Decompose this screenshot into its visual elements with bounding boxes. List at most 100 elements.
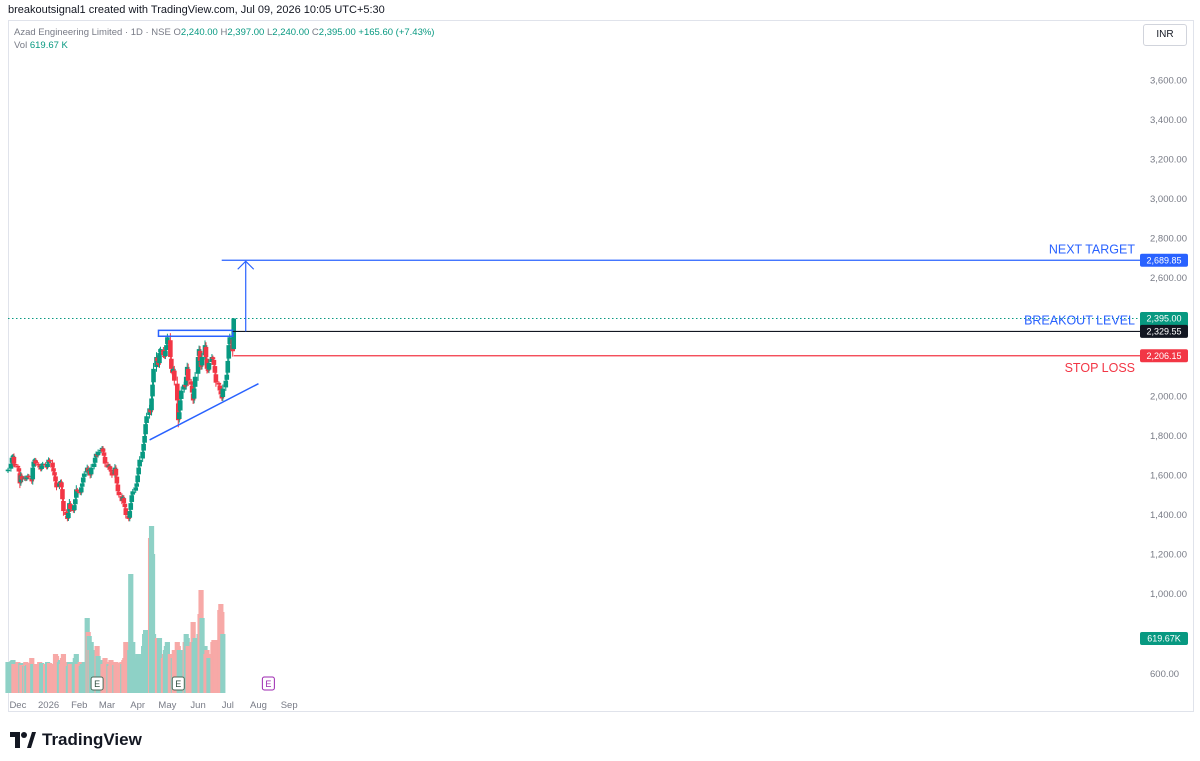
close-label: C [311,27,319,38]
candle-body [91,463,97,468]
candle-body [213,374,219,383]
candle-body [157,353,162,364]
candle-body [58,481,63,484]
open-value: 2,240.00 [180,27,218,38]
candle-body [109,472,115,476]
currency-button[interactable]: INR [1143,24,1187,46]
x-tick-label: Jun [190,700,205,711]
volume-bar [149,554,156,693]
volume-bar [178,658,184,693]
volume-bar [116,666,122,693]
candle-body [174,383,180,401]
chart-pane[interactable] [8,20,1194,712]
x-tick-label: Sep [281,700,298,711]
x-tick-label: Jul [222,700,234,711]
x-tick-label: May [158,700,176,711]
volume-bar [88,642,94,693]
volume-bar [33,664,39,693]
candle-body [178,390,184,399]
candle-body [81,473,87,477]
volume-bar [130,642,136,693]
candle-body [60,489,65,500]
candle-body [185,368,191,381]
candle-body [137,459,142,467]
x-tick-label: Dec [9,700,26,711]
target-price-tag-text: 2,689.85 [1146,255,1181,265]
candle-body [141,443,146,451]
candle-body [176,412,182,420]
candle-body [31,461,37,467]
candle-body [108,469,114,472]
candle-body [177,400,183,411]
volume-value: 619.67 K [29,40,68,51]
candle-body [74,489,79,498]
earnings-badge [90,676,104,691]
candle-body [10,455,16,458]
candle-body [191,388,197,399]
candle-body [5,469,11,472]
breakout-level-label: BREAKOUT LEVEL [1024,313,1135,327]
x-tick-label: Mar [99,700,115,711]
close-value: 2,395.00 [318,27,356,38]
stop-loss-label: STOP LOSS [1065,361,1135,375]
ohlc-line: Azad Engineering Limited · 1D · NSE O2,2… [14,26,434,39]
volume-bar [128,574,134,693]
candle-body [216,382,222,385]
breakout-price-tag-text: 2,329.55 [1146,326,1181,336]
volume-bar [95,656,101,693]
volume-bar [102,658,108,693]
candle-body [30,467,36,480]
y-tick-label: 3,600.00 [1150,76,1187,87]
y-tick-label: 1,200.00 [1150,550,1187,561]
volume-bar [26,663,32,693]
candle-body [158,349,163,353]
candle-body [72,505,77,511]
stop-price-tag-text: 2,206.15 [1146,351,1181,361]
candle-body [203,346,209,357]
volume-tag-text: 619.67K [1147,634,1181,644]
candle-body [225,360,231,373]
volume-bar [144,638,150,693]
high-value: 2,397.00 [227,27,265,38]
candle-body [143,424,148,435]
tradingview-logo[interactable]: TradingView [10,730,142,750]
candle-body [168,340,173,357]
candle-body [172,370,177,381]
candle-body [164,345,169,351]
volume-bar [192,638,198,693]
open-label: O [173,27,181,38]
candle-body [227,337,233,344]
tradingview-brand: TradingView [42,730,142,749]
volume-bar [19,665,25,693]
candle-body [52,472,57,476]
candle-body [209,357,215,363]
stop-price-tag [1140,349,1188,363]
candle-body [192,376,198,387]
volume-bar [12,666,18,693]
candle-body [149,398,154,411]
candle-body [54,482,59,488]
candle-body [53,476,58,482]
candle-body [148,408,153,413]
candle-body [210,357,216,359]
candle-body [19,476,25,480]
price-chart[interactable]: 600.00 1,000.00 1,200.00 1,400.00 1,600.00 1,… [0,0,1200,726]
x-tick-label: Aug [250,700,267,711]
candle-body [12,463,18,466]
candle-body [107,466,113,470]
symbol-legend: Azad Engineering Limited · 1D · NSE O2,2… [14,26,434,52]
candle-body [156,361,161,365]
candle-body [101,452,107,456]
candle-body [75,489,80,492]
volume-bar [46,663,53,693]
volume-bar [74,664,80,693]
candle-body [71,509,76,512]
volume-bar [40,666,46,693]
candle-body [182,384,188,387]
candle-body [188,381,194,385]
candle-body [77,491,83,494]
candle-body [61,500,66,512]
volume-bar [81,662,87,693]
candle-body [135,475,140,483]
candle-body [115,484,121,492]
